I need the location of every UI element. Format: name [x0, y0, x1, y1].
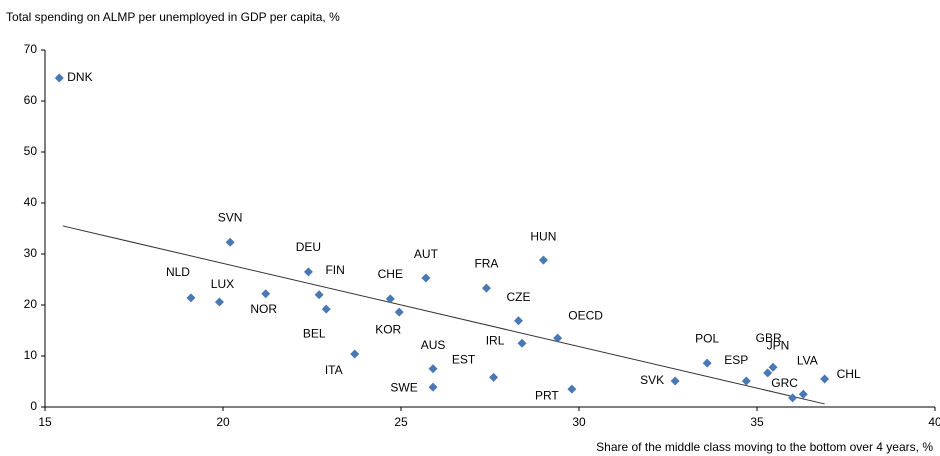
point — [481, 283, 491, 293]
x-tick-label: 25 — [394, 415, 408, 429]
point — [54, 73, 64, 83]
point — [314, 290, 324, 300]
point — [702, 358, 712, 368]
point — [553, 333, 563, 343]
point-label: FIN — [325, 263, 344, 277]
y-tick-label: 50 — [24, 144, 38, 158]
point — [261, 289, 271, 299]
point — [303, 267, 313, 277]
point-label: GBR — [756, 331, 782, 345]
point-label: NLD — [166, 265, 190, 279]
y-tick-label: 20 — [24, 297, 38, 311]
point-label: PRT — [535, 388, 559, 402]
point-label: CZE — [506, 290, 530, 304]
point-label: CHE — [378, 267, 403, 281]
y-tick-label: 40 — [24, 195, 38, 209]
point-label: BEL — [303, 326, 326, 340]
point — [788, 393, 798, 403]
x-tick-label: 30 — [572, 415, 586, 429]
x-axis-label: Share of the middle class moving to the … — [596, 440, 933, 454]
point — [517, 338, 527, 348]
point — [798, 389, 808, 399]
y-tick-label: 70 — [24, 42, 38, 56]
point-label: SVK — [640, 373, 664, 387]
point — [214, 297, 224, 307]
y-axis-label: Total spending on ALMP per unemployed in… — [6, 10, 340, 24]
point-label: OECD — [568, 308, 603, 322]
point-label: EST — [452, 353, 476, 367]
point-label: DNK — [67, 70, 92, 84]
point — [489, 372, 499, 382]
point — [768, 362, 778, 372]
point — [513, 316, 523, 326]
point-label: KOR — [375, 322, 401, 336]
point — [421, 273, 431, 283]
point-label: SVN — [218, 210, 243, 224]
point-label: HUN — [530, 229, 556, 243]
point — [385, 294, 395, 304]
point-label: LVA — [797, 353, 818, 367]
point — [394, 307, 404, 317]
point — [321, 304, 331, 314]
y-tick-label: 0 — [30, 399, 37, 413]
point — [428, 364, 438, 374]
trend-line — [62, 225, 825, 405]
y-tick-label: 30 — [24, 246, 38, 260]
point — [670, 376, 680, 386]
point — [186, 293, 196, 303]
x-tick-label: 40 — [928, 415, 940, 429]
point-label: CHL — [837, 367, 861, 381]
point — [538, 255, 548, 265]
point — [820, 374, 830, 384]
point-label: ESP — [724, 353, 748, 367]
point-label: IRL — [486, 333, 505, 347]
point-label: POL — [695, 331, 719, 345]
point-label: DEU — [296, 240, 321, 254]
point-label: AUT — [414, 247, 439, 261]
x-tick-label: 20 — [216, 415, 230, 429]
point — [225, 237, 235, 247]
x-tick-label: 35 — [750, 415, 764, 429]
point — [567, 384, 577, 394]
point-label: ITA — [325, 363, 343, 377]
point-label: LUX — [211, 277, 234, 291]
point-label: GRC — [771, 376, 798, 390]
point-label: NOR — [250, 302, 277, 316]
point-label: JPN — [767, 338, 790, 352]
point-label: FRA — [474, 256, 498, 270]
point — [428, 382, 438, 392]
x-tick-label: 15 — [38, 415, 52, 429]
point — [763, 368, 773, 378]
y-tick-label: 60 — [24, 93, 38, 107]
point — [741, 376, 751, 386]
point-label: SWE — [390, 380, 417, 394]
point-label: AUS — [421, 338, 446, 352]
y-tick-label: 10 — [24, 348, 38, 362]
point — [350, 349, 360, 359]
